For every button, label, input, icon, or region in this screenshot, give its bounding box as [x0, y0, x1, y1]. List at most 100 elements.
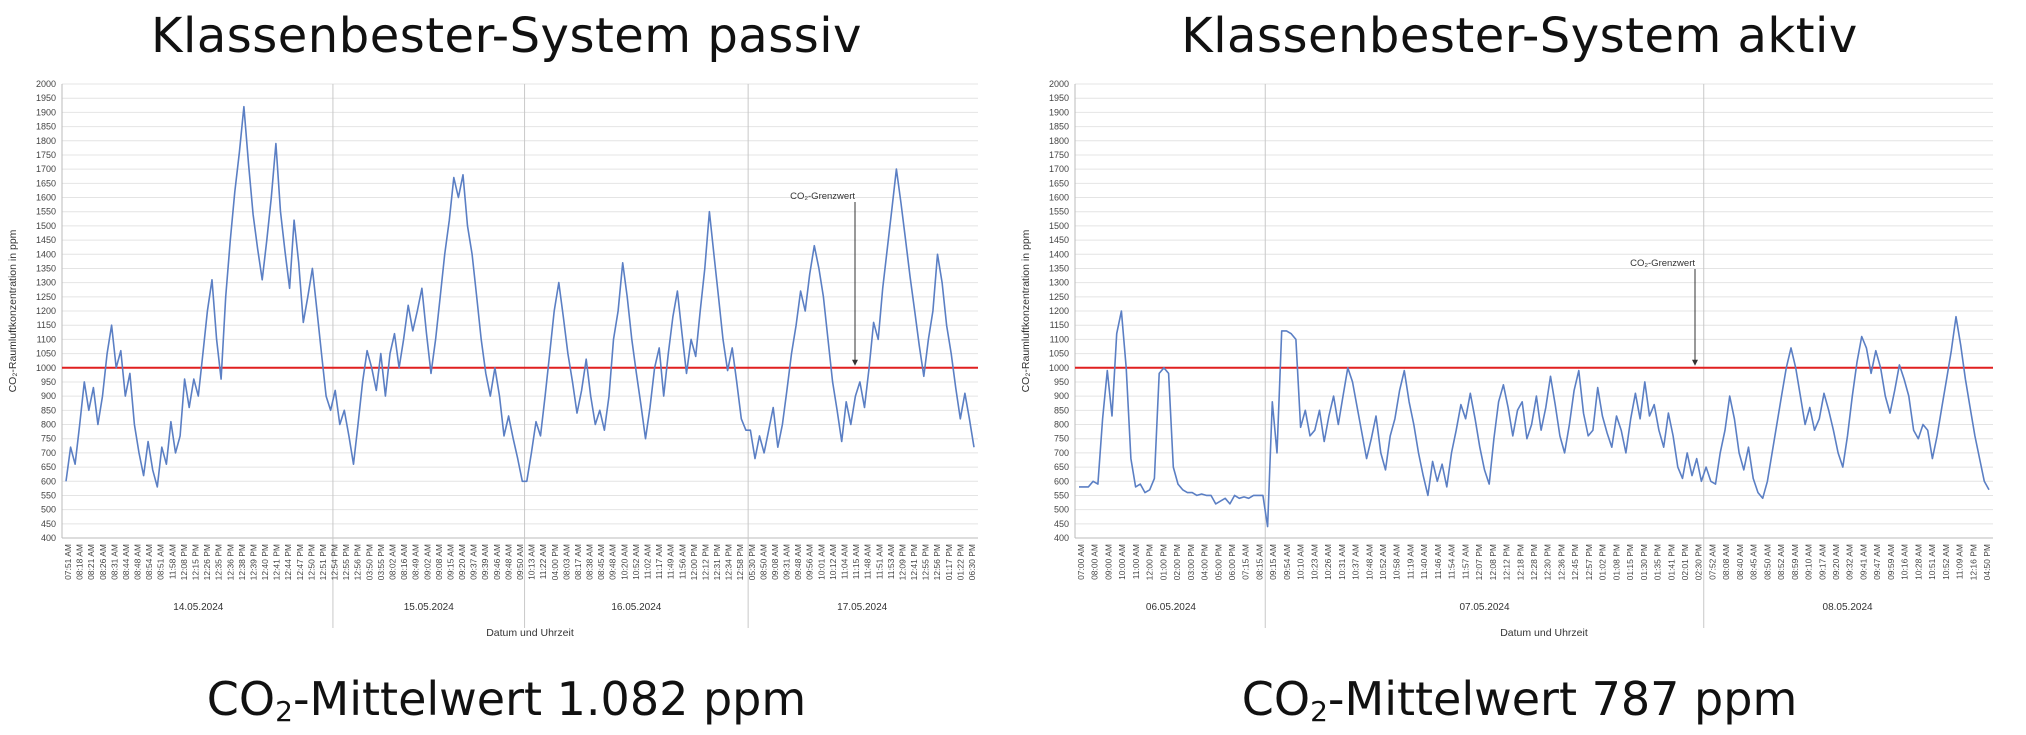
y-tick-label: 900 [1054, 391, 1069, 401]
mean-subscript: 2 [1310, 695, 1328, 728]
x-tick-label: 01:08 PM [1611, 544, 1621, 580]
x-tick-label: 09:48 AM [608, 544, 618, 580]
x-tick-label: 08:31 AM [109, 544, 119, 580]
x-tick-label: 08:00 AM [1090, 544, 1100, 580]
y-tick-label: 1800 [1049, 136, 1069, 146]
y-tick-label: 1100 [1050, 334, 1069, 344]
x-tick-label: 11:56 AM [677, 544, 687, 579]
y-tick-label: 600 [1054, 476, 1069, 486]
y-tick-label: 1400 [36, 249, 56, 259]
x-tick-label: 11:04 AM [840, 544, 850, 579]
x-tick-label: 12:55 PM [341, 544, 351, 580]
x-tick-label: 01:30 PM [1639, 544, 1649, 580]
x-tick-label: 09:46 AM [492, 544, 502, 580]
y-tick-label: 450 [1054, 519, 1069, 529]
x-tick-label: 12:58 PM [735, 544, 745, 580]
y-tick-label: 550 [41, 490, 56, 500]
x-tick-label: 12:12 PM [1502, 544, 1512, 580]
mean-prefix: CO [1241, 672, 1311, 726]
x-tick-label: 02:01 PM [1680, 544, 1690, 580]
y-tick-label: 950 [41, 377, 56, 387]
x-tick-label: 11:49 AM [666, 544, 676, 579]
y-tick-label: 900 [41, 391, 56, 401]
x-tick-label: 08:50 AM [1762, 544, 1772, 580]
x-tick-label: 12:39 PM [248, 544, 258, 580]
mean-suffix: -Mittelwert 787 ppm [1327, 672, 1798, 726]
x-tick-label: 11:09 AM [1955, 544, 1965, 579]
x-tick-label: 10:58 AM [1392, 544, 1402, 580]
x-tick-label: 12:31 PM [712, 544, 722, 580]
date-label: 15.05.2024 [404, 602, 454, 613]
x-tick-label: 07:52 AM [1707, 544, 1717, 580]
mean-subscript: 2 [275, 695, 293, 728]
line-chart-aktiv: 400 450 500 550 600 650 700 750 800 850 900 950 1000… [1020, 79, 1993, 639]
x-tick-label: 09:08 AM [770, 544, 780, 580]
x-tick-label: 11:58 AM [167, 544, 177, 579]
y-tick-label: 1550 [1049, 207, 1069, 217]
x-tick-label: 09:39 AM [480, 544, 490, 580]
x-tick-label: 12:26 PM [202, 544, 212, 580]
x-tick-label: 10:23 AM [1309, 544, 1319, 580]
x-tick-label: 09:32 AM [1845, 544, 1855, 580]
x-tick-label: 01:17 PM [944, 544, 954, 580]
x-tick-label: 11:00 AM [1131, 544, 1141, 579]
mean-suffix: -Mittelwert 1.082 ppm [292, 672, 807, 726]
y-tick-label: 1250 [1049, 292, 1069, 302]
x-tick-label: 09:00 AM [1103, 544, 1113, 580]
y-tick-label: 1950 [1049, 93, 1069, 103]
x-tick-label: 10:52 AM [1378, 544, 1388, 580]
y-tick-label: 1100 [37, 334, 56, 344]
x-tick-label: 10:12 AM [828, 544, 838, 580]
x-tick-label: 12:55 PM [921, 544, 931, 580]
x-tick-label: 01:41 PM [1666, 544, 1676, 580]
x-tick-label: 03:50 PM [364, 544, 374, 580]
chart-panel-passiv: Klassenbester-System passiv 400 450 500 550… [7, 8, 978, 728]
x-tick-label: 11:57 AM [1460, 544, 1470, 579]
date-label: 16.05.2024 [611, 602, 661, 613]
panel-title: Klassenbester-System aktiv [1181, 8, 1858, 64]
x-tick-label: 11:19 AM [1405, 544, 1415, 579]
x-tick-label: 12:47 PM [295, 544, 305, 580]
y-tick-label: 700 [41, 448, 56, 458]
y-tick-label: 1300 [36, 278, 56, 288]
x-tick-label: 10:13 AM [527, 544, 537, 580]
x-tick-label: 12:18 PM [1515, 544, 1525, 580]
x-tick-label: 09:02 AM [422, 544, 432, 580]
x-tick-label: 08:21 AM [86, 544, 96, 580]
x-tick-label: 12:41 PM [909, 544, 919, 580]
x-tick-label: 08:15 AM [1254, 544, 1264, 580]
x-tick-label: 12:54 PM [330, 544, 340, 580]
x-tick-label: 12:56 PM [353, 544, 363, 580]
x-tick-label: 11:53 AM [886, 544, 896, 579]
x-tick-label: 12:12 PM [700, 544, 710, 580]
annotation-label: CO₂-Grenzwert [790, 191, 855, 202]
y-tick-label: 1050 [36, 349, 56, 359]
date-label: 06.05.2024 [1146, 602, 1196, 613]
x-tick-label: 01:22 PM [955, 544, 965, 580]
x-tick-label: 11:15 AM [851, 544, 861, 579]
x-tick-label: 03:55 PM [376, 544, 386, 580]
x-tick-label: 12:15 PM [190, 544, 200, 580]
y-tick-label: 850 [1054, 405, 1069, 415]
y-tick-label: 750 [41, 434, 56, 444]
y-tick-label: 1500 [1049, 221, 1069, 231]
x-tick-label: 12:35 PM [214, 544, 224, 580]
x-tick-label: 04:00 PM [1200, 544, 1210, 580]
y-tick-label: 800 [1054, 420, 1069, 430]
y-tick-label: 1650 [1049, 178, 1069, 188]
x-tick-label: 09:31 AM [782, 544, 792, 580]
y-tick-label: 500 [41, 505, 56, 515]
x-tick-label: 01:35 PM [1653, 544, 1663, 580]
y-tick-label: 1750 [1049, 150, 1069, 160]
x-tick-label: 11:48 AM [863, 544, 873, 579]
y-tick-label: 1350 [36, 263, 56, 273]
x-tick-label: 08:02 AM [388, 544, 398, 580]
x-tick-label: 07:00 AM [1076, 544, 1086, 580]
x-tick-label: 09:17 AM [1817, 544, 1827, 580]
y-tick-label: 1150 [37, 320, 56, 330]
x-tick-label: 10:26 AM [1323, 544, 1333, 580]
x-tick-label: 12:36 PM [225, 544, 235, 580]
x-tick-label: 08:03 AM [561, 544, 571, 580]
x-tick-label: 08:54 AM [144, 544, 154, 580]
x-tick-label: 01:00 PM [1158, 544, 1168, 580]
